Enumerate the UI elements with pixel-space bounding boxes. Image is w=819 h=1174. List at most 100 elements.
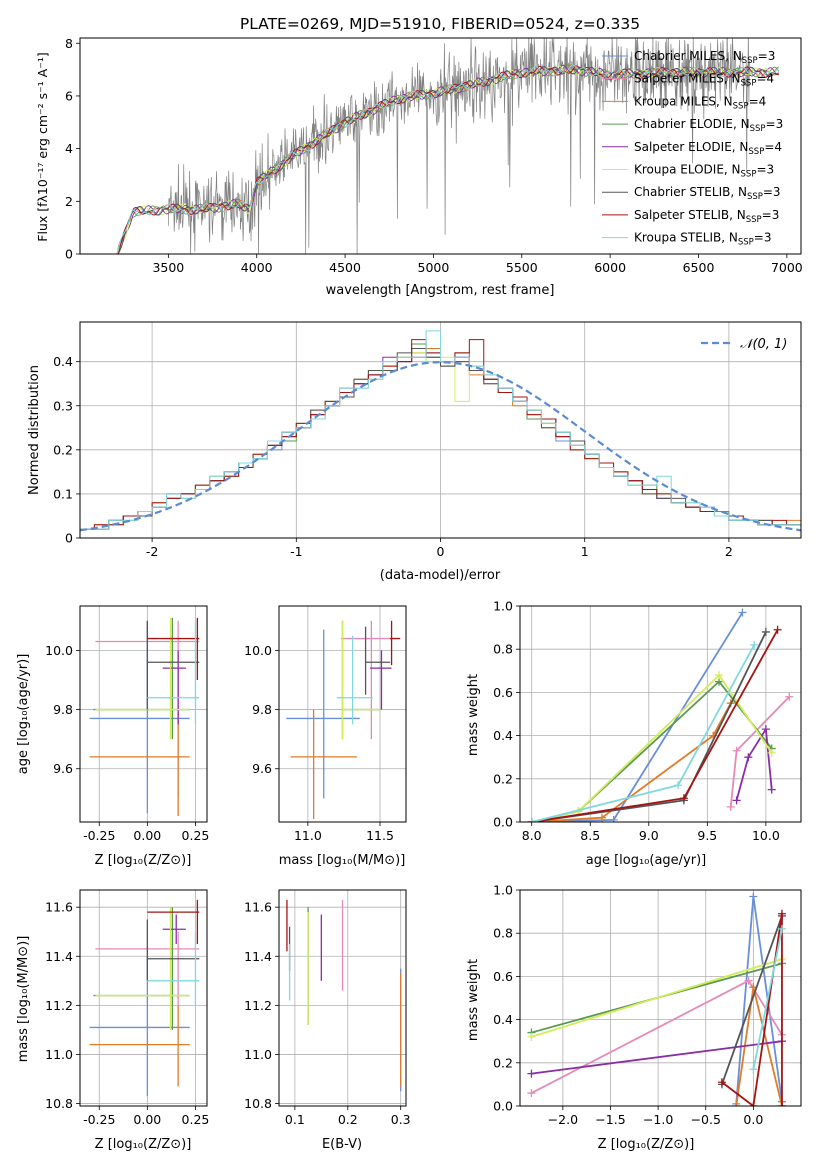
errorbar-kroupa_stelib: [147, 931, 200, 1006]
spectrum-panel: PLATE=0269, MJD=51910, FIBERID=0524, z=0…: [35, 15, 803, 298]
z_age-frame: [79, 605, 208, 823]
errorbar-salpeter_elodie: [369, 650, 392, 710]
residuals-ytick-label: 0.4: [53, 354, 73, 369]
spectrum-xtick-label: 6000: [594, 260, 626, 275]
legend-subscript: SSP: [741, 79, 757, 89]
z_weight-frame: [519, 889, 802, 1107]
legend-subscript: SSP: [742, 56, 758, 66]
age_weight-ytick-label: 0.2: [493, 771, 513, 786]
residuals-ytick-label: 0: [65, 531, 73, 546]
z-mass-xlabel: Z [log₁₀(Z/Z⊙)]: [95, 1137, 192, 1152]
weight-marker-salpeter_miles: [726, 802, 735, 811]
z-weight-plot-area: −2.0 −1.5 −1.0 −0.5 0.0 0.0 0.2 0.4 0.6 0.8 1.0: [493, 883, 802, 1127]
weight-marker-kroupa_stelib: [777, 924, 786, 933]
residuals-plot-area: -2 -1 0 1 2 0 0.1 0.2 0.3 0.4 𝒩(0, 1): [53, 321, 802, 559]
errorbar-salpeter_stelib: [147, 899, 200, 944]
z-weight-panel: −2.0 −1.5 −1.0 −0.5 0.0 0.0 0.2 0.4 0.6 0.8 1.0 Z …: [466, 883, 802, 1152]
ebv_mass-ytick-label: 11.4: [244, 949, 272, 964]
ebv_mass-ytick-label: 11.6: [244, 900, 272, 915]
spectrum-plot-area: 3500 4000 4500 5000 5500 6000 6500 7000 0 2 4 6 8 Cha…: [65, 36, 803, 275]
z_age-ytick-label: 9.8: [53, 702, 73, 717]
z_mass-ytick-label: 11.6: [45, 900, 73, 915]
legend-entry-chabrier_miles: Chabrier MILES, NSSP=3: [634, 49, 775, 66]
errorbar-chabrier_miles: [286, 629, 360, 799]
errorbar-chabrier_stelib: [364, 626, 391, 695]
legend-entry-kroupa_stelib: Kroupa STELIB, NSSP=3: [634, 231, 772, 248]
z_mass-marks: [89, 899, 200, 1097]
errorbar-kroupa_miles: [290, 709, 357, 820]
z_age-xtick-label: -0.25: [83, 828, 115, 843]
legend-count: =3: [758, 49, 776, 63]
age_weight-ytick-label: 0.6: [493, 685, 513, 700]
weight-marker-salpeter_stelib: [679, 794, 688, 803]
legend-label: Kroupa STELIB, N: [634, 231, 738, 245]
spectrum-xlabel: wavelength [Angstrom, rest frame]: [326, 283, 555, 298]
residuals-panel: -2 -1 0 1 2 0 0.1 0.2 0.3 0.4 𝒩(0, 1) (data-model)…: [27, 321, 802, 583]
errorbar-kroupa_miles: [89, 1005, 190, 1087]
z_mass-ytick-label: 10.8: [45, 1096, 73, 1111]
age_weight-xtick-label: 8.5: [580, 828, 600, 843]
weight-line-kroupa_elodie: [531, 958, 783, 1038]
age_weight-ytick-label: 0.0: [493, 815, 513, 830]
z_age-marks: [89, 617, 200, 817]
residuals-xtick-label: 2: [725, 544, 733, 559]
spectrum-ytick-label: 2: [65, 194, 73, 209]
age_weight-ytick-label: 1.0: [493, 599, 513, 614]
weight-marker-salpeter_miles: [527, 1089, 536, 1098]
mass_age-xtick-label: 11.0: [294, 828, 322, 843]
z_mass-ytick-label: 11.0: [45, 1047, 73, 1062]
age_weight-ytick-label: 0.4: [493, 728, 513, 743]
legend-entry-salpeter_miles: Salpeter MILES, NSSP=4: [634, 72, 774, 89]
legend-subscript: SSP: [738, 238, 754, 248]
age-weight-panel: 8.0 8.5 9.0 9.5 10.0 0.0 0.2 0.4 0.6 0.8 1.0 age […: [466, 599, 802, 868]
age_weight-frame: [519, 605, 802, 823]
ebv-mass-panel: 0.1 0.2 0.3 10.8 11.0 11.2 11.4 11.6 E(B-V): [244, 889, 411, 1152]
weight-marker-salpeter_elodie: [732, 796, 741, 805]
errorbar-salpeter_miles: [341, 620, 398, 740]
z-age-panel: -0.25 0.00 0.259.69.810.0 Z [log₁₀(Z/Z⊙)] …: [16, 605, 209, 868]
legend-label: Chabrier STELIB, N: [634, 185, 747, 199]
errorbar-salpeter_stelib: [390, 620, 401, 666]
legend-count: =4: [756, 72, 774, 86]
errorbar-chabrier_stelib: [146, 919, 200, 981]
age-weight-xlabel: age [log₁₀(age/yr)]: [586, 853, 707, 868]
legend-label: Chabrier ELODIE, N: [634, 117, 750, 131]
legend-entry-kroupa_elodie: Kroupa ELODIE, NSSP=3: [634, 163, 774, 180]
z_weight-marks: [527, 892, 786, 1106]
age_weight-xtick-label: 8.0: [522, 828, 542, 843]
spectrum-title: PLATE=0269, MJD=51910, FIBERID=0524, z=0…: [240, 15, 640, 33]
mass-age-xlabel: mass [log₁₀(M/M⊙)]: [279, 853, 406, 868]
mass_age-xtick-label: 11.5: [366, 828, 394, 843]
mass-age-plot-area: 11.0 11.5 9.6 9.8 10.0: [244, 605, 407, 843]
mass-age-panel: 11.0 11.5 9.6 9.8 10.0 mass [log₁₀(M/M⊙)]: [244, 605, 407, 868]
legend-label: Salpeter MILES, N: [634, 72, 741, 86]
spectrum-xtick-label: 4000: [241, 260, 273, 275]
weight-marker-salpeter_miles: [732, 746, 741, 755]
legend-subscript: SSP: [750, 124, 766, 134]
residuals-marks: [80, 330, 801, 538]
weight-marker-salpeter_stelib: [777, 1102, 786, 1106]
mass_age-ytick-label: 9.8: [252, 702, 272, 717]
weight-marker-kroupa_elodie: [715, 671, 724, 680]
z_weight-xtick-label: −2.0: [548, 1112, 578, 1127]
hist-kroupa_stelib: [80, 330, 801, 538]
spectrum-xtick-label: 5500: [506, 260, 538, 275]
spectrum-ytick-label: 4: [65, 141, 73, 156]
weight-marker-salpeter_elodie: [767, 785, 776, 794]
ebv_mass-xtick-label: 0.1: [285, 1112, 305, 1127]
z_weight-xtick-label: −1.5: [595, 1112, 625, 1127]
residuals-xlabel: (data-model)/error: [380, 568, 501, 583]
z-weight-xlabel: Z [log₁₀(Z/Z⊙)]: [598, 1137, 695, 1152]
z_weight-ytick-label: 0.2: [493, 1055, 513, 1070]
age_weight-marks: [527, 608, 794, 822]
residuals-legend: 𝒩(0, 1): [701, 337, 787, 352]
weight-marker-kroupa_elodie: [767, 748, 776, 757]
legend-count: =3: [763, 185, 781, 199]
z_weight-xtick-label: 0.0: [743, 1112, 763, 1127]
ebv_mass-marks: [286, 899, 402, 1092]
ebv_mass-ytick-label: 10.8: [244, 1096, 272, 1111]
weight-marker-kroupa_miles: [732, 1102, 741, 1106]
errorbar-kroupa_stelib: [336, 635, 373, 725]
z_mass-ytick-label: 11.2: [45, 998, 73, 1013]
